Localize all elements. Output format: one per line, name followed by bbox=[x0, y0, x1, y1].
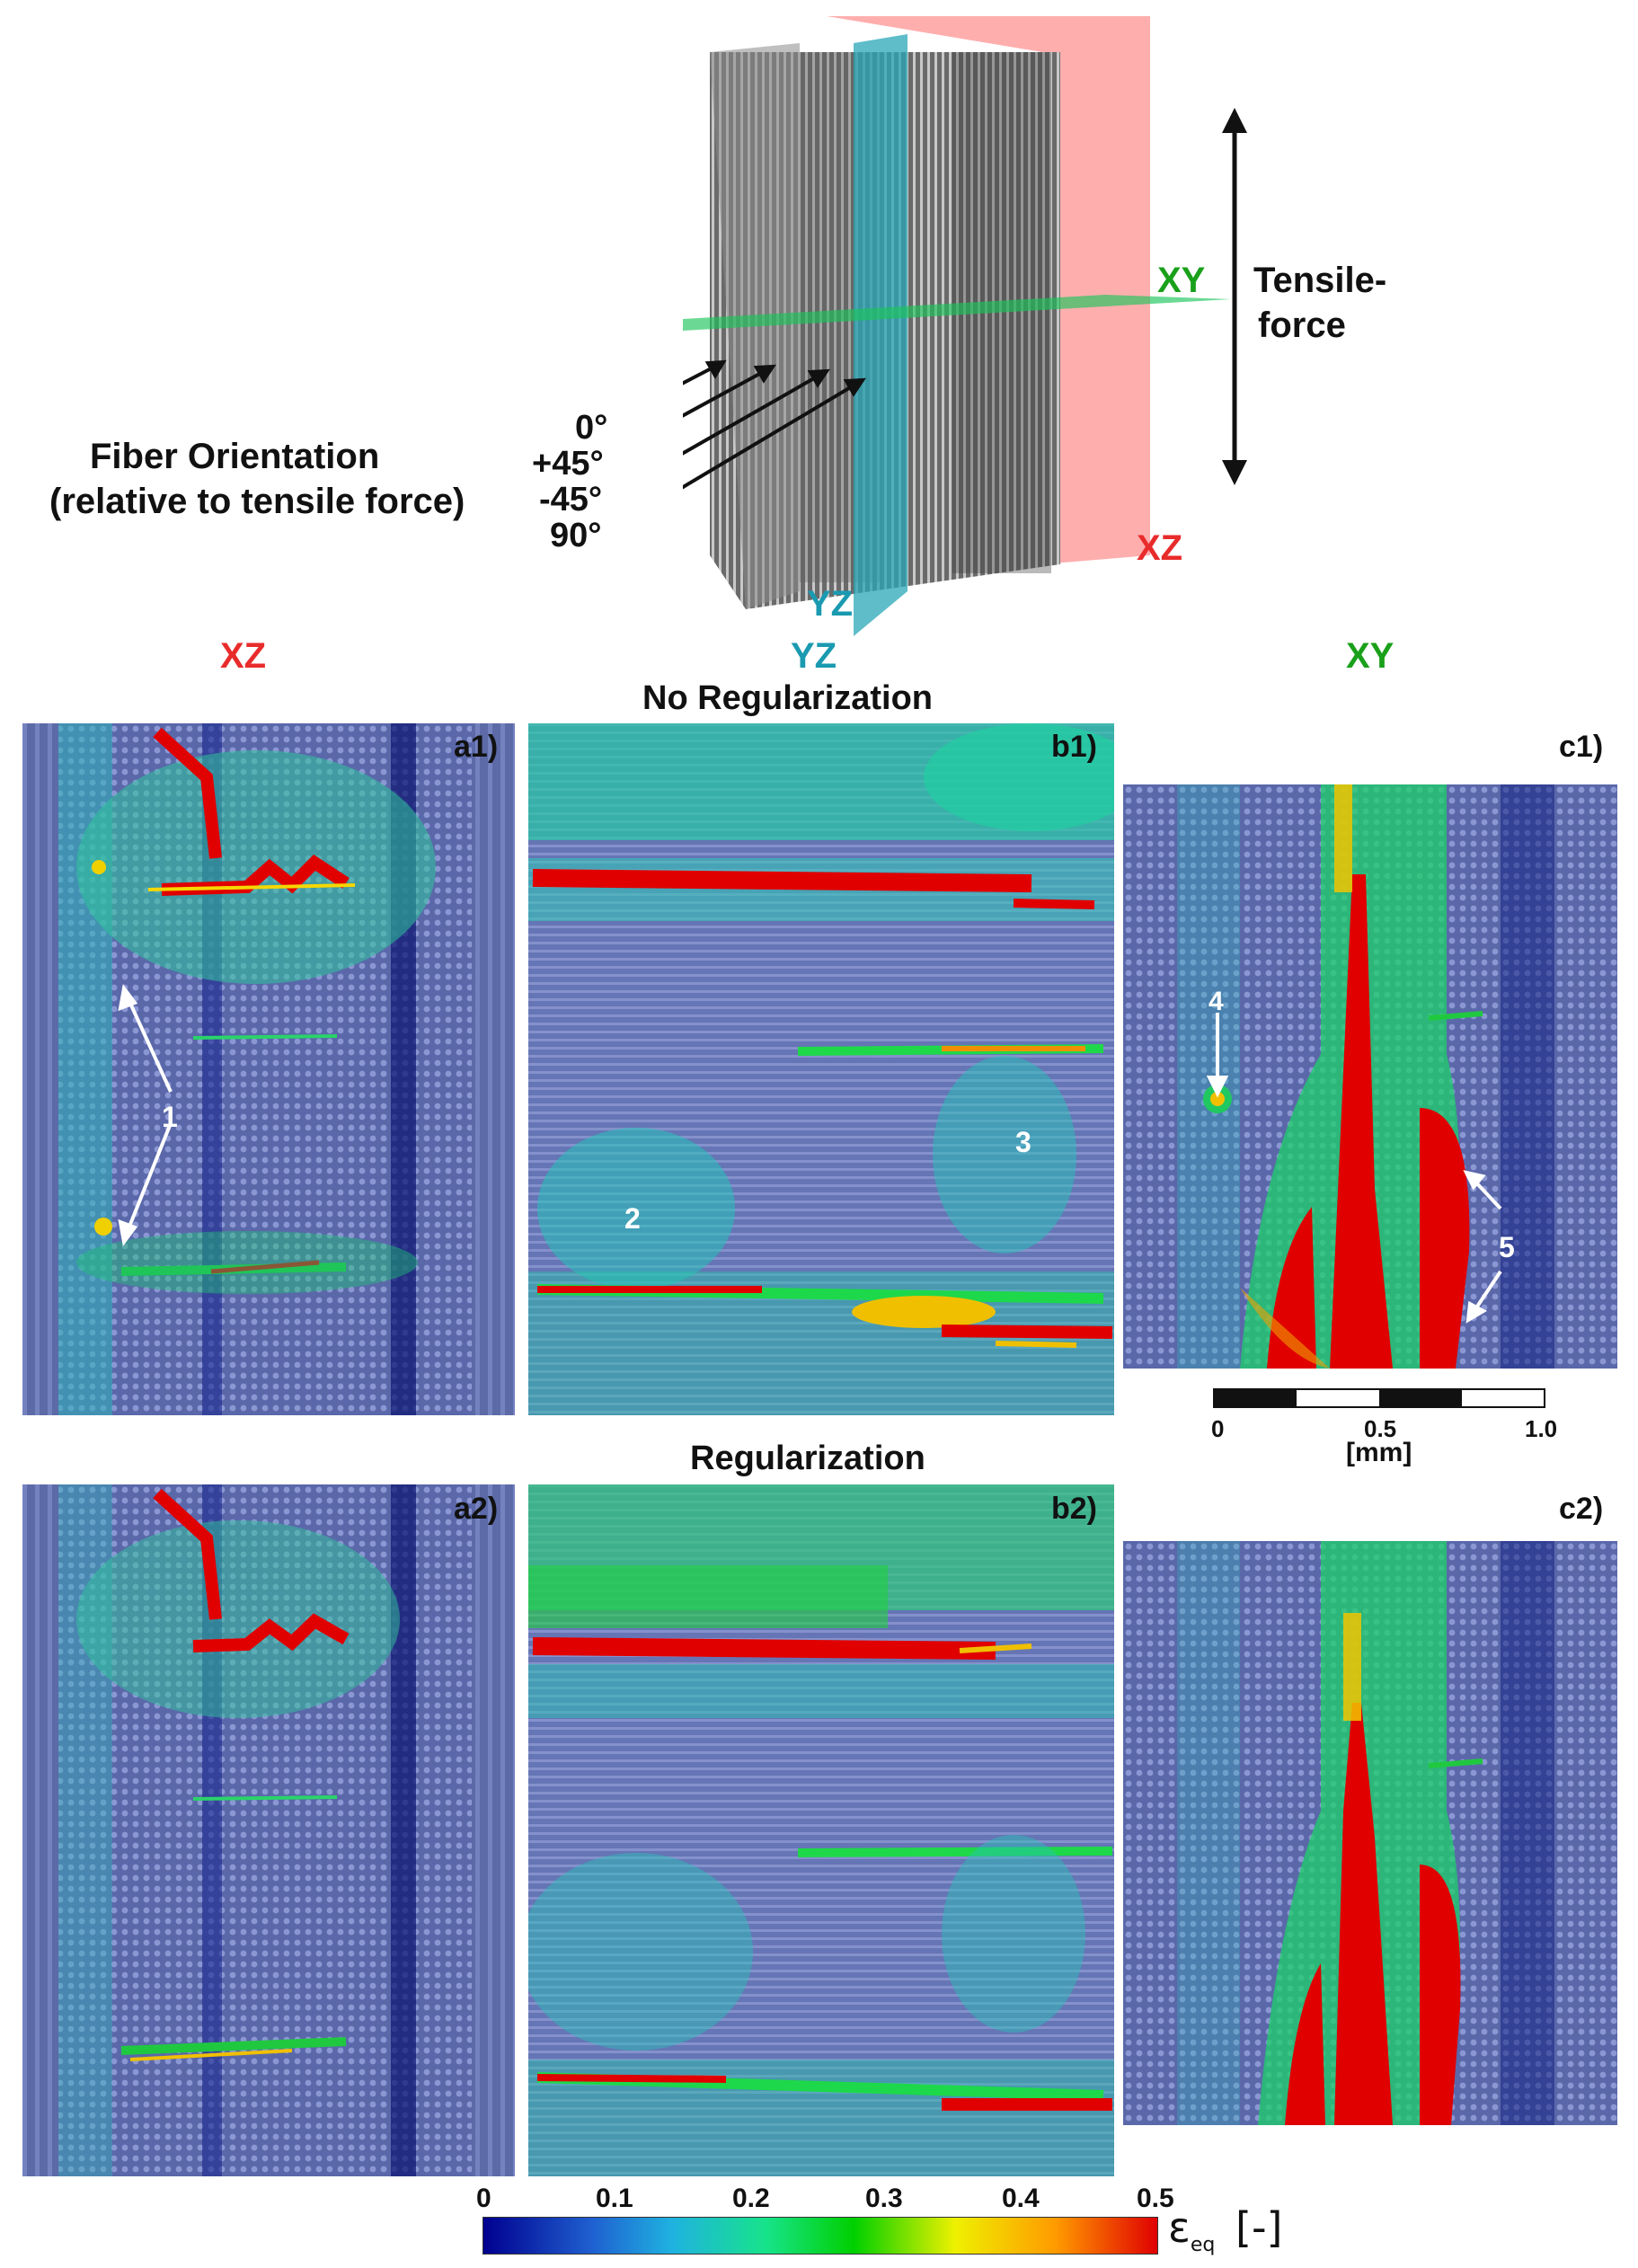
panel-a1-xz-strain-map bbox=[22, 723, 515, 1415]
column-header-xz: XZ bbox=[220, 636, 267, 676]
angle-label-0: 0° bbox=[575, 409, 608, 447]
panel-tag-c2: c2) bbox=[1559, 1492, 1604, 1526]
annotation-arrows-4-5 bbox=[1177, 1002, 1554, 1334]
panel-a2-xz-strain-map bbox=[22, 1484, 515, 2176]
fiber-orientation-subtitle: (relative to tensile force) bbox=[49, 482, 465, 521]
colorbar-tick-0-3: 0.3 bbox=[865, 2184, 903, 2213]
scale-tick-0-5: 0.5 bbox=[1364, 1415, 1397, 1442]
colorbar-label: εeq [-] bbox=[1168, 2203, 1283, 2256]
annotation-1: 1 bbox=[162, 1101, 178, 1133]
angle-label-m45: -45° bbox=[539, 481, 603, 518]
fiber-orientation-title: Fiber Orientation bbox=[90, 437, 380, 476]
annotation-4: 4 bbox=[1209, 987, 1224, 1016]
scale-tick-1-0: 1.0 bbox=[1525, 1415, 1558, 1442]
scale-tick-0: 0 bbox=[1211, 1415, 1225, 1442]
panel-b1-yz-strain-map bbox=[528, 723, 1114, 1415]
colorbar-tick-0-1: 0.1 bbox=[596, 2184, 633, 2213]
panel-tag-b2: b2) bbox=[1051, 1492, 1097, 1526]
column-header-yz: YZ bbox=[791, 636, 837, 676]
scale-bar bbox=[1213, 1388, 1545, 1413]
panel-tag-a1: a1) bbox=[454, 730, 499, 764]
panel-b2-yz-strain-map bbox=[528, 1484, 1114, 2176]
angle-label-90: 90° bbox=[550, 517, 602, 554]
colorbar-tick-0-5: 0.5 bbox=[1137, 2184, 1174, 2213]
tensile-force-arrow bbox=[1217, 108, 1253, 485]
annotation-3: 3 bbox=[1015, 1126, 1031, 1158]
panel-c2-xy-strain-map bbox=[1123, 1541, 1617, 2125]
plane-label-yz-schematic: YZ bbox=[807, 584, 854, 624]
annotation-2: 2 bbox=[624, 1202, 641, 1235]
annotation-5: 5 bbox=[1499, 1231, 1515, 1263]
panel-tag-b1: b1) bbox=[1051, 730, 1097, 764]
row-title-no-regularization: No Regularization bbox=[642, 679, 934, 717]
colorbar-tick-0: 0 bbox=[476, 2184, 491, 2213]
tensile-force-label-2: force bbox=[1258, 306, 1346, 345]
row-title-regularization: Regularization bbox=[690, 1440, 925, 1477]
panel-tag-a2: a2) bbox=[454, 1492, 499, 1526]
panel-tag-c1: c1) bbox=[1559, 730, 1604, 764]
annotation-arrows-1 bbox=[90, 979, 198, 1258]
colorbar-subscript: eq bbox=[1190, 2234, 1216, 2257]
colorbar bbox=[483, 2217, 1158, 2255]
column-header-xy: XY bbox=[1346, 636, 1395, 676]
tensile-force-label-1: Tensile- bbox=[1253, 261, 1387, 300]
colorbar-tick-0-4: 0.4 bbox=[1002, 2184, 1040, 2213]
plane-label-xy-schematic: XY bbox=[1157, 261, 1206, 300]
colorbar-unit: [-] bbox=[1235, 2203, 1283, 2252]
plane-label-xz-schematic: XZ bbox=[1137, 528, 1183, 568]
angle-label-p45: +45° bbox=[532, 445, 604, 483]
scale-unit: [mm] bbox=[1346, 1438, 1412, 1467]
colorbar-tick-0-2: 0.2 bbox=[732, 2184, 770, 2213]
colorbar-symbol: ε bbox=[1168, 2203, 1191, 2252]
